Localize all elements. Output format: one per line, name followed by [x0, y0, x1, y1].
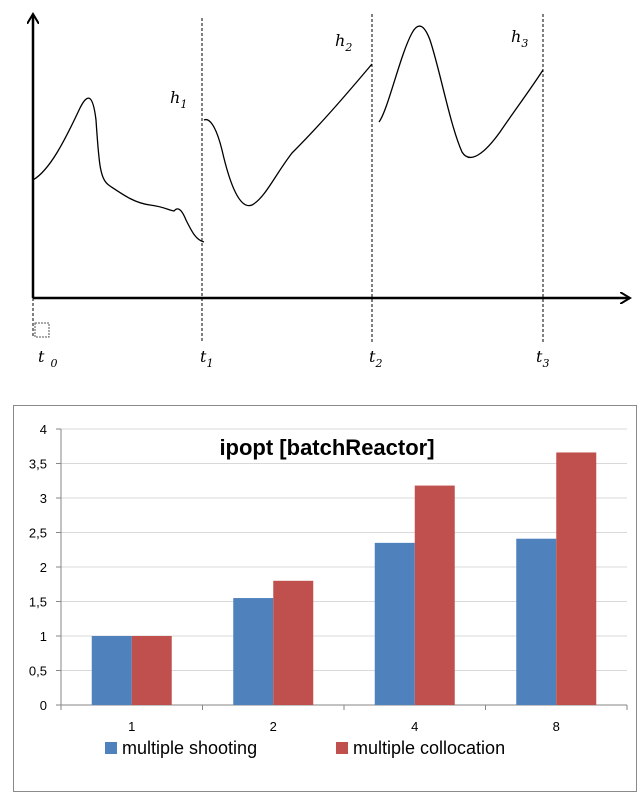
y-tick-label: 0,5 [29, 664, 47, 679]
legend-label: multiple shooting [122, 738, 257, 758]
bar-multiple-shooting-4 [374, 542, 415, 705]
trajectory-segment-1 [32, 97, 205, 243]
y-tick-label: 0 [40, 698, 47, 713]
x-tick-label: 4 [411, 719, 418, 734]
chart-title: ipopt [batchReactor] [219, 435, 434, 460]
segment-label-h3: h3 [511, 27, 528, 50]
y-tick-label: 2,5 [29, 526, 47, 541]
bar-multiple-collocation-4 [414, 485, 455, 705]
x-tick-label: 2 [270, 719, 277, 734]
bar-multiple-collocation-1 [131, 636, 172, 705]
segment-label-h2: h2 [335, 31, 352, 54]
bar-multiple-shooting-2 [233, 598, 274, 705]
y-tick-label: 1 [40, 629, 47, 644]
bar-multiple-collocation-8 [556, 452, 597, 705]
bar-chart-panel: 0 0,5 1 1,5 2 2,5 3 3,5 4 1 2 4 8 ipopt [batchReacto… [13, 405, 637, 792]
bar-multiple-collocation-2 [273, 580, 314, 705]
time-label-t3: t3 [536, 347, 549, 370]
y-tick-label: 2 [40, 560, 47, 575]
legend-swatch [105, 742, 117, 754]
segment-label-h1: h1 [170, 88, 187, 111]
y-tick-label: 4 [40, 422, 47, 437]
legend-label: multiple collocation [353, 738, 505, 758]
time-label-t1: t1 [200, 347, 213, 370]
x-tick-label: 1 [128, 719, 135, 734]
trajectory-segment-2 [203, 63, 373, 207]
t0-marker-box [34, 322, 50, 338]
y-tick-label: 1,5 [29, 595, 47, 610]
legend-swatch [336, 742, 348, 754]
bar-multiple-shooting-1 [91, 636, 132, 705]
y-tick-label: 3,5 [29, 457, 47, 472]
y-tick-label: 3 [40, 491, 47, 506]
x-tick-label: 8 [553, 719, 560, 734]
time-label-t2: t2 [369, 347, 382, 370]
bar-multiple-shooting-8 [516, 538, 557, 705]
bar-chart: 0 0,5 1 1,5 2 2,5 3 3,5 4 1 2 4 8 ipopt [batchReacto… [29, 422, 628, 758]
trajectory-segment-3 [378, 25, 544, 158]
